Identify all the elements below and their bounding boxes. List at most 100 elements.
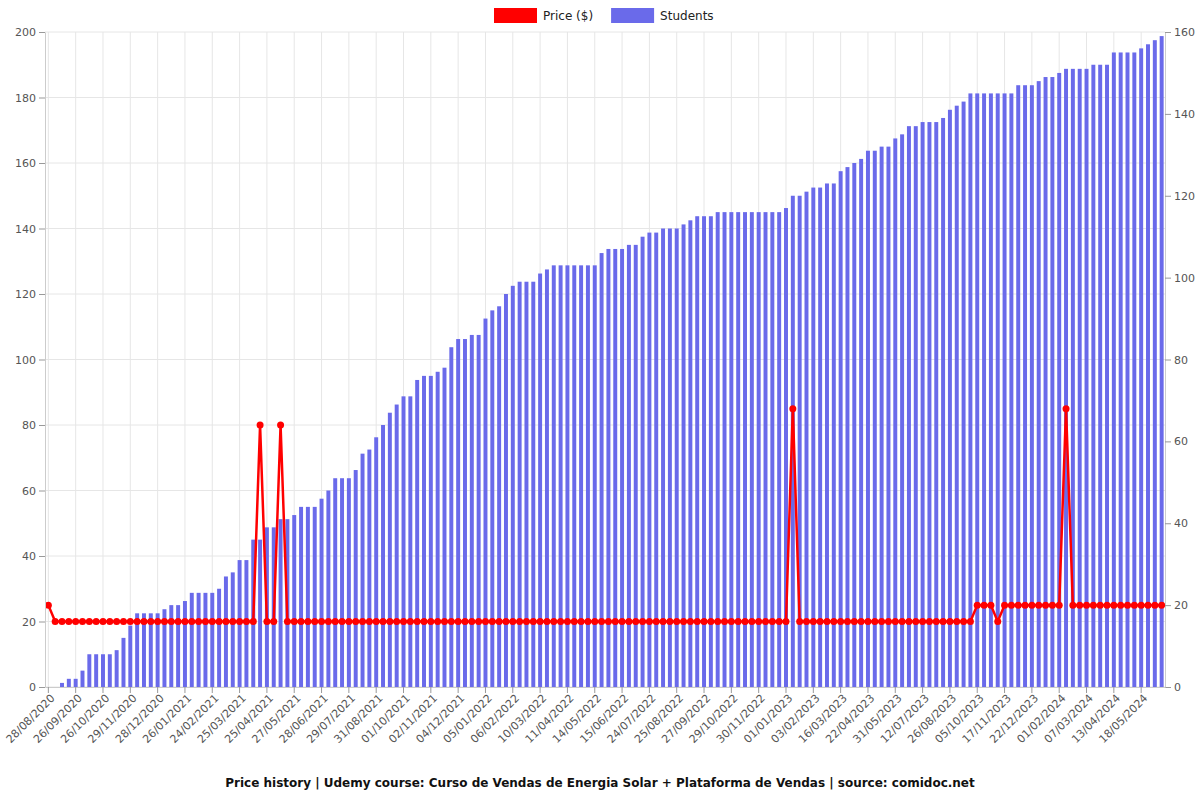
bar bbox=[279, 519, 283, 687]
marker bbox=[885, 618, 892, 625]
tick-mark bbox=[1165, 360, 1171, 361]
bar bbox=[299, 507, 303, 687]
bar bbox=[825, 183, 829, 687]
bar bbox=[723, 212, 727, 687]
bar bbox=[422, 376, 426, 687]
grid-line bbox=[45, 32, 1165, 33]
marker bbox=[789, 405, 796, 412]
marker bbox=[851, 618, 858, 625]
marker bbox=[653, 618, 660, 625]
tick-label: 18/05/2024 bbox=[1096, 692, 1150, 746]
tick-mark bbox=[1165, 441, 1171, 442]
bar bbox=[832, 183, 836, 687]
marker bbox=[1117, 602, 1124, 609]
marker bbox=[461, 618, 468, 625]
bar bbox=[101, 654, 105, 687]
tick-mark bbox=[1165, 605, 1171, 606]
bar bbox=[757, 212, 761, 687]
tick-mark bbox=[39, 360, 45, 361]
tick-mark bbox=[39, 98, 45, 99]
marker bbox=[257, 422, 264, 429]
marker bbox=[953, 618, 960, 625]
bar bbox=[900, 134, 904, 687]
bar bbox=[511, 286, 515, 687]
bar bbox=[1146, 44, 1150, 687]
marker bbox=[694, 618, 701, 625]
bar bbox=[1091, 65, 1095, 687]
marker bbox=[168, 618, 175, 625]
marker bbox=[79, 618, 86, 625]
marker bbox=[427, 618, 434, 625]
bar bbox=[695, 216, 699, 687]
marker bbox=[1138, 602, 1145, 609]
bar bbox=[128, 626, 132, 687]
tick-mark bbox=[39, 163, 45, 164]
bar bbox=[470, 335, 474, 687]
marker bbox=[1035, 602, 1042, 609]
bar bbox=[258, 540, 262, 687]
marker bbox=[134, 618, 141, 625]
tick-label: 100 bbox=[1174, 272, 1195, 285]
bar bbox=[927, 122, 931, 687]
bar bbox=[197, 593, 201, 687]
marker bbox=[448, 618, 455, 625]
marker bbox=[250, 618, 257, 625]
marker bbox=[216, 618, 223, 625]
marker bbox=[339, 618, 346, 625]
marker bbox=[523, 618, 530, 625]
bar bbox=[1112, 52, 1116, 687]
marker bbox=[864, 618, 871, 625]
bar bbox=[989, 93, 993, 687]
marker bbox=[905, 618, 912, 625]
bar bbox=[374, 437, 378, 687]
bar bbox=[962, 102, 966, 687]
marker bbox=[516, 618, 523, 625]
bar-series bbox=[60, 36, 1164, 687]
marker bbox=[769, 618, 776, 625]
bar bbox=[490, 310, 494, 687]
bar bbox=[94, 654, 98, 687]
marker bbox=[1083, 602, 1090, 609]
tick: 100 bbox=[15, 354, 45, 367]
grid-line bbox=[75, 32, 76, 687]
tick-label: 0 bbox=[29, 681, 36, 694]
bar bbox=[764, 212, 768, 687]
tick-label: 180 bbox=[15, 92, 36, 105]
bar bbox=[859, 159, 863, 687]
bar bbox=[1023, 85, 1027, 687]
tick-label: 20 bbox=[22, 616, 36, 629]
bar bbox=[955, 106, 959, 687]
legend-label: Price ($) bbox=[543, 9, 593, 23]
marker bbox=[1104, 602, 1111, 609]
marker bbox=[1097, 602, 1104, 609]
marker bbox=[154, 618, 161, 625]
bar bbox=[361, 454, 365, 687]
bar bbox=[1085, 69, 1089, 687]
legend-item: Students bbox=[611, 8, 714, 23]
marker bbox=[960, 618, 967, 625]
marker bbox=[386, 618, 393, 625]
bar bbox=[381, 425, 385, 687]
marker bbox=[858, 618, 865, 625]
bar bbox=[1139, 48, 1143, 687]
tick: 18/05/2024 bbox=[1096, 687, 1150, 746]
tick-mark bbox=[39, 556, 45, 557]
marker bbox=[284, 618, 291, 625]
bar bbox=[1044, 77, 1048, 687]
marker bbox=[195, 618, 202, 625]
marker bbox=[940, 618, 947, 625]
bar bbox=[203, 593, 207, 687]
bar bbox=[320, 499, 324, 687]
tick: 20 bbox=[1165, 599, 1188, 612]
bar bbox=[750, 212, 754, 687]
marker bbox=[564, 618, 571, 625]
marker bbox=[714, 618, 721, 625]
marker bbox=[1131, 602, 1138, 609]
bar bbox=[217, 589, 221, 687]
grid-line bbox=[157, 32, 158, 687]
tick-mark bbox=[39, 491, 45, 492]
legend: Price ($) Students bbox=[494, 8, 714, 23]
marker bbox=[1049, 602, 1056, 609]
marker bbox=[1110, 602, 1117, 609]
bar bbox=[743, 212, 747, 687]
